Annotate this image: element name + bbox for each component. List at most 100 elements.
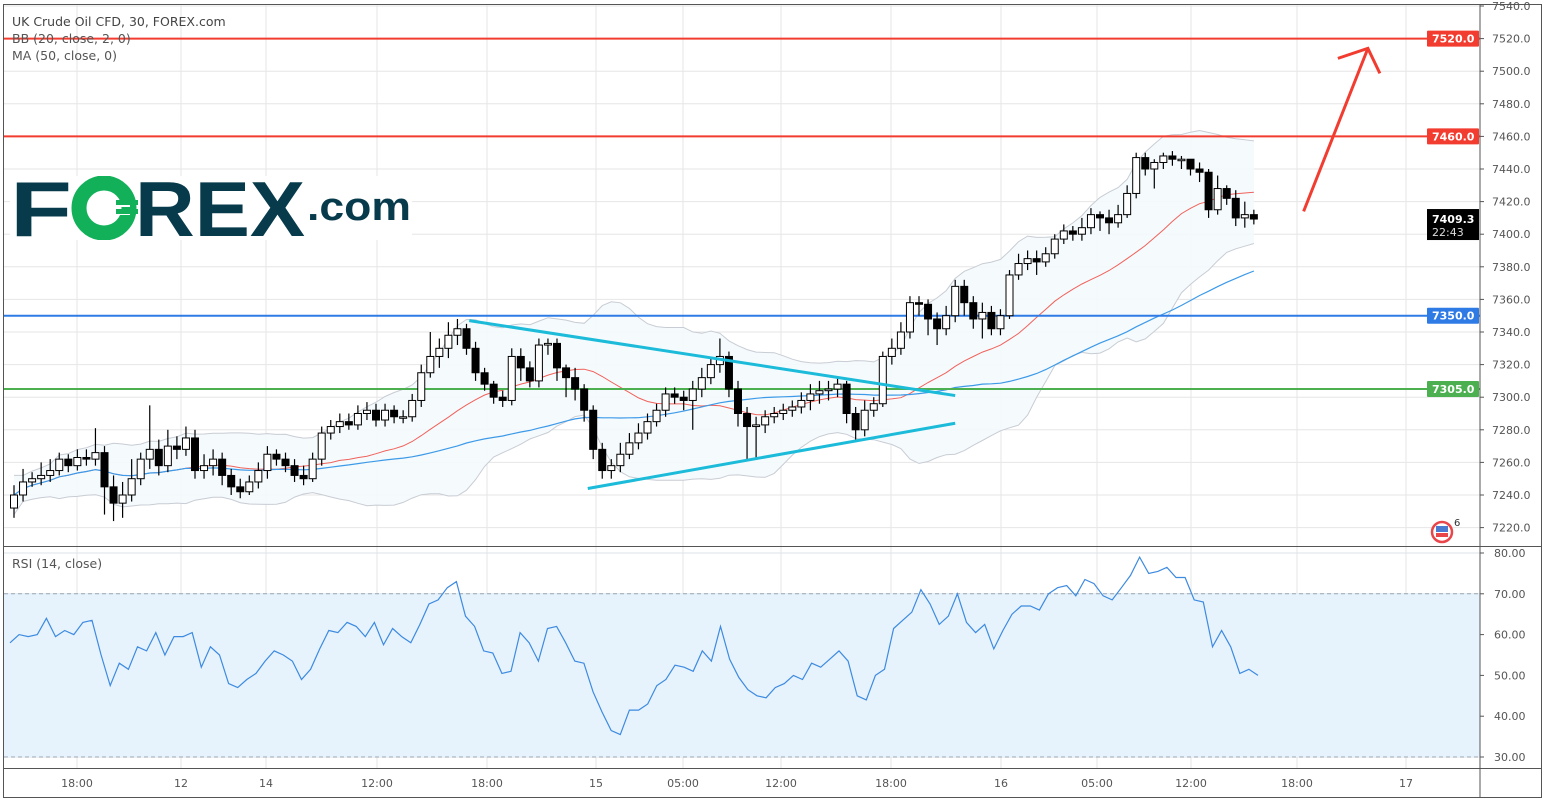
candle [91,428,100,466]
us-flag-event-icon[interactable]: 6 [1430,518,1460,544]
candle-body [634,432,643,444]
candle-body [272,453,281,460]
candle-body [1195,168,1204,173]
candle-body [905,302,914,333]
candle-body [444,334,453,349]
candle-body [381,409,390,421]
candle [163,429,172,473]
candle-body [299,474,308,480]
candle-body [507,355,516,401]
candle [933,312,942,346]
candle [507,348,516,406]
candle [317,426,326,466]
symbol-title[interactable]: UK Crude Oil CFD, 30, FOREX.com [12,14,226,29]
candle [815,380,824,404]
candle-body [390,409,399,418]
price-tick-label: 7220.0 [1492,522,1531,535]
candle-body [82,457,91,460]
candle [344,413,353,430]
axes: 18:00 12 14 12:00 18:00 15 05:00 12:00 18:00 16 05… [3,0,1542,798]
candle-body [851,413,860,431]
candle [462,323,471,355]
candle [191,429,199,479]
candle-body [118,494,127,504]
candle [960,279,969,316]
svg-text:.com: .com [307,185,411,229]
bb-upper-line [14,129,1254,476]
candle [661,387,670,417]
candle-body [344,421,353,426]
time-tick-label: 18:00 [61,777,93,790]
time-tick-label: 12 [174,777,188,790]
event-count: 6 [1454,518,1460,529]
candle [1195,162,1204,183]
candle-body [543,342,552,346]
event-flag-stripes [1436,533,1448,537]
candle [172,436,181,460]
svg-text:REX: REX [135,176,305,240]
candle-body [209,458,218,467]
bar-countdown: 22:43 [1432,226,1464,239]
candle [1186,158,1195,176]
price-tick-label: 7360.0 [1492,293,1531,306]
candle-body [37,474,46,480]
indicator-ma-label[interactable]: MA (50, close, 0) [12,48,118,63]
arrow-head[interactable] [1337,46,1382,75]
price-level-tag [1427,381,1479,398]
price-tick-label: 7380.0 [1492,261,1531,274]
candle [335,413,344,434]
candle [706,358,715,385]
rsi-pane [4,555,1480,758]
indicator-bb-label[interactable]: BB (20, close, 2, 0) [12,31,131,46]
candle [426,332,435,378]
candle-body [417,372,426,401]
forex-logo: F REX .com [10,165,412,253]
candle-body [498,396,507,401]
drawings[interactable] [468,46,1382,490]
candle [299,465,308,486]
price-tick-label: 7500.0 [1492,65,1531,78]
candle [1005,270,1014,319]
rsi-legend[interactable]: RSI (14, close) [12,556,103,571]
candle-body [191,437,199,472]
candle-body [317,432,326,460]
candle [145,405,154,469]
candle-body [1168,155,1177,160]
candle-body [670,393,679,398]
candle [1077,217,1086,241]
candle-body [688,388,697,401]
candle [625,433,634,460]
candle-body [154,448,163,467]
candle-body [19,481,28,496]
candle [272,449,281,466]
candle [100,446,109,515]
candle [118,481,127,518]
price-level-tag [1427,128,1479,145]
candle-body [362,409,371,414]
arrow-shaft[interactable] [1302,47,1370,212]
candle-body [227,474,236,488]
candle-body [525,367,534,382]
candle-body [1005,274,1014,317]
candle-body [589,409,598,450]
candle [1159,152,1168,169]
candle [598,442,607,479]
candle-body [326,426,335,434]
candle-body [136,458,145,480]
rsi-tick-label: 50.00 [1494,669,1526,682]
candle-body [878,355,887,405]
candle [797,392,806,414]
candle-body [408,399,417,418]
candle [390,405,399,424]
candle-body [127,478,136,496]
candle-body [951,285,960,317]
trendline[interactable] [587,421,956,490]
candle [236,478,245,499]
candle-body [598,448,607,472]
candle [887,338,896,365]
trendline[interactable] [468,319,956,398]
candle [1068,226,1077,241]
candle [399,410,408,424]
candle-body [842,383,851,415]
